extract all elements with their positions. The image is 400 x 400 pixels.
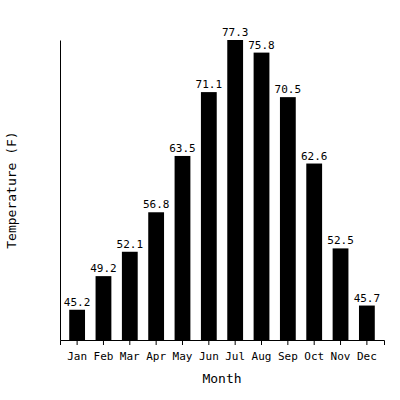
- x-tick-mark: [182, 340, 183, 345]
- x-tick: Apr: [146, 340, 166, 363]
- data-label: 52.1: [117, 238, 144, 251]
- x-tick-label: Jul: [225, 350, 245, 363]
- x-tick-mark: [287, 340, 288, 345]
- data-label: 63.5: [169, 142, 196, 155]
- bar: [333, 248, 349, 340]
- data-label: 77.3: [222, 26, 249, 39]
- bar: [359, 306, 375, 340]
- data-label: 49.2: [90, 262, 117, 275]
- y-axis-line: [60, 41, 61, 341]
- chart: 45.2 49.252.1 56.8 63.5 71.1 77.375.8 70.5 62.6…: [0, 0, 400, 400]
- x-tick-mark: [366, 340, 367, 345]
- data-label: 52.5: [327, 234, 354, 247]
- x-tick-mark: [129, 340, 130, 345]
- bar: [148, 212, 164, 340]
- x-tick-mark: [77, 340, 78, 345]
- bar: [69, 310, 85, 340]
- x-tick-mark: [340, 340, 341, 345]
- x-tick-label: Jan: [67, 350, 87, 363]
- x-tick-label: Apr: [146, 350, 166, 363]
- data-label: 56.8: [143, 198, 170, 211]
- x-axis: Jan Feb Mar Apr May Jun Jul Aug Sep Oct Nov Dec: [61, 340, 385, 363]
- data-label: 45.2: [64, 296, 91, 309]
- x-tick-label: May: [173, 350, 193, 363]
- data-labels: 45.2 49.252.1 56.8 63.5 71.1 77.375.8 70.5 62.6…: [64, 26, 380, 309]
- x-tick: Oct: [304, 340, 324, 363]
- data-label: 62.6: [301, 150, 328, 163]
- x-tick-label: Jun: [199, 350, 219, 363]
- x-tick: Sep: [278, 340, 298, 363]
- x-axis-title: Month: [202, 371, 241, 386]
- x-tick-label: Aug: [252, 350, 272, 363]
- bar: [201, 92, 217, 340]
- x-tick-mark: [103, 340, 104, 345]
- y-axis: [60, 41, 61, 341]
- x-tick-mark: [314, 340, 315, 345]
- data-label: 71.1: [196, 78, 223, 91]
- x-tick: May: [173, 340, 193, 363]
- x-tick-label: Nov: [331, 350, 351, 363]
- data-label: 75.8: [248, 39, 275, 52]
- x-tick: Aug: [252, 340, 272, 363]
- bar: [227, 40, 243, 340]
- x-tick: Jul: [225, 340, 245, 363]
- bar: [122, 252, 138, 340]
- x-tick: Feb: [94, 340, 114, 363]
- x-tick-mark: [235, 340, 236, 345]
- x-tick: Nov: [331, 340, 351, 363]
- x-tick: Dec: [357, 340, 377, 363]
- x-tick-mark: [261, 340, 262, 345]
- y-axis-title: Temperature (F): [4, 131, 19, 248]
- x-tick-mark: [156, 340, 157, 345]
- bars: [69, 40, 375, 340]
- x-tick-label: Mar: [120, 350, 140, 363]
- bar: [96, 276, 112, 340]
- x-tick-label: Sep: [278, 350, 298, 363]
- x-tick-label: Feb: [94, 350, 114, 363]
- x-tick-label: Oct: [304, 350, 324, 363]
- x-tick: Mar: [120, 340, 140, 363]
- data-label: 70.5: [275, 83, 302, 96]
- bar: [306, 164, 322, 340]
- bar: [254, 53, 270, 340]
- x-axis-line: [61, 341, 385, 346]
- x-tick-label: Dec: [357, 350, 377, 363]
- x-tick: Jun: [199, 340, 219, 363]
- data-label: 45.7: [354, 292, 381, 305]
- x-tick-mark: [208, 340, 209, 345]
- x-tick: Jan: [67, 340, 87, 363]
- bar: [175, 156, 191, 340]
- bar: [280, 97, 296, 340]
